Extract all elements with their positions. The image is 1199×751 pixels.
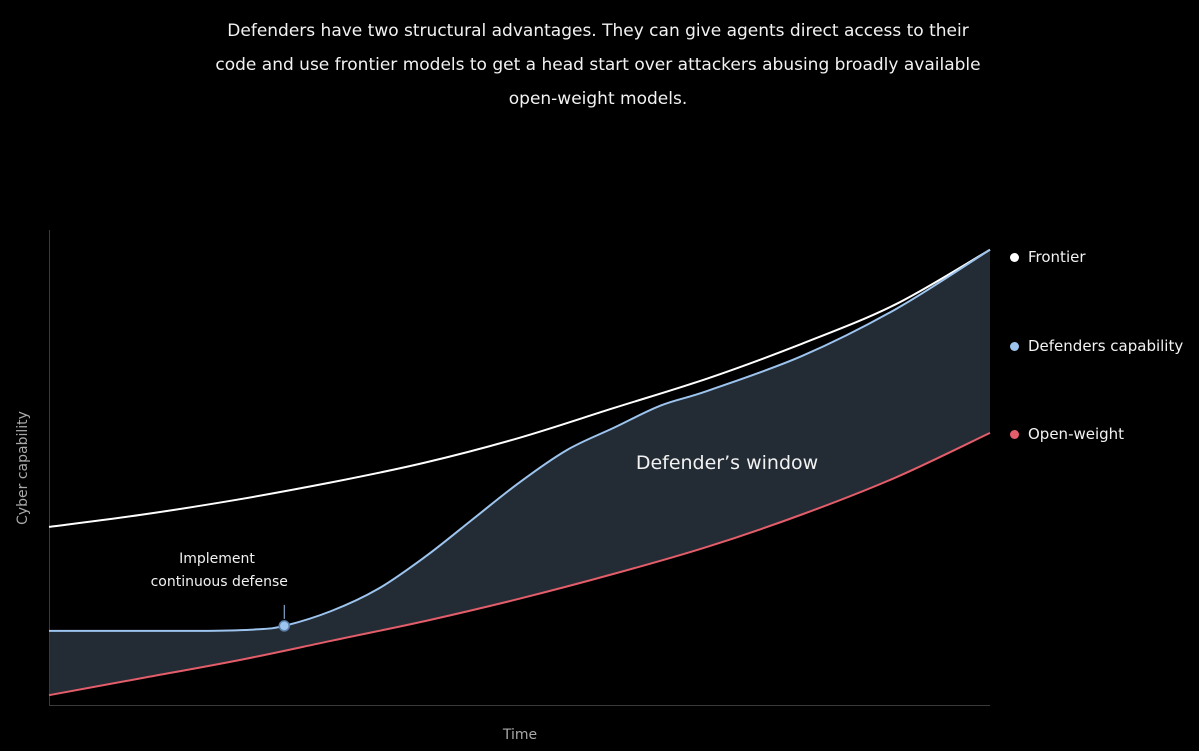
defenders-window-label: Defender’s window	[636, 452, 818, 474]
legend-dot-defenders-capability	[1010, 341, 1019, 351]
legend-defenders-capability: Defenders capability	[1010, 337, 1183, 355]
annotation-marker	[278, 620, 290, 632]
frontier-line	[48, 248, 991, 528]
defenders-capability-line	[49, 248, 991, 632]
annotation-line-2: continuous defense	[151, 574, 288, 590]
legend-dot-frontier	[1010, 252, 1019, 262]
annotation-line-1: Implement	[179, 551, 255, 567]
annotation-label: Implement continuous defense	[151, 551, 288, 590]
legend-label-open-weight: Open-weight	[1028, 425, 1125, 443]
defenders-window-area	[49, 249, 990, 696]
caption-line-3: open-weight models.	[508, 89, 688, 109]
legend-dot-open-weight	[1010, 429, 1019, 439]
chart-caption: Defenders have two structural advantages…	[210, 14, 986, 116]
legend-open-weight: Open-weight	[1010, 425, 1124, 443]
x-axis-label: Time	[502, 727, 537, 743]
legend-label-frontier: Frontier	[1028, 248, 1086, 266]
caption-line-1: Defenders have two structural advantages…	[227, 21, 969, 41]
caption-line-2: code and use frontier models to get a he…	[215, 55, 981, 75]
open-weight-line	[48, 431, 991, 697]
legend-label-defenders-capability: Defenders capability	[1028, 337, 1184, 355]
legend-frontier: Frontier	[1010, 248, 1086, 266]
y-axis-label: Cyber capability	[15, 411, 31, 525]
